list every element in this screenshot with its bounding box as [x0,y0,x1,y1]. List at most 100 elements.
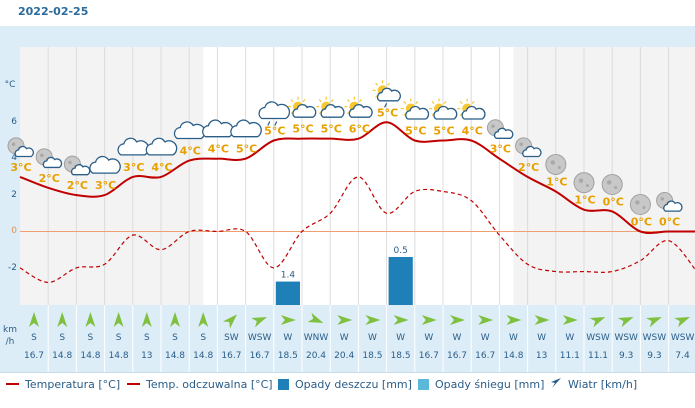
temp-label: 2°C [518,161,539,174]
wind-arrow-shape [307,312,324,324]
wind-speed-label: 14.8 [80,351,100,361]
wind-arrow-icon [307,312,324,324]
wind-speed-label: 16.7 [475,351,495,361]
legend-rain-swatch [278,378,289,390]
wind-speed-label: 13 [536,351,547,361]
wind-arrow-shape [198,312,209,327]
hour-header-band [20,26,695,47]
wind-arrow-icon [198,312,209,327]
temp-label: 1°C [546,175,567,188]
wind-direction-label: WSW [671,333,695,343]
axis-column [0,26,20,372]
wind-unit-bottom: /h [5,337,15,347]
legend-wind: Wiatr [km/h] [550,377,637,391]
temp-label: 4°C [208,143,229,156]
sun-ray [330,99,334,103]
temp-label: 5°C [433,125,454,138]
wind-direction-label: WSW [614,333,638,343]
wind-arrow-shape [589,316,606,328]
temp-label: 0°C [631,216,652,229]
feels-like-line [19,176,695,284]
sun-ray [431,101,435,104]
legend-temp-label: Temperatura [°C] [25,377,121,391]
y-tick: 4 [11,153,17,163]
wind-arrow-shape [534,315,550,325]
wind-arrow-icon [85,312,96,327]
temp-label: 5°C [377,106,398,119]
wind-arrow-shape [365,315,381,325]
wind-direction-label: S [59,333,65,343]
cloud-shape [461,105,486,120]
wind-arrow-shape [337,315,353,325]
temp-label: 5°C [321,123,342,136]
wind-direction-label: S [200,333,206,343]
legend-snow-label: Opady śniegu [mm] [435,377,545,391]
sun-behind-clouds-icon [288,96,317,118]
temp-label: 3°C [123,161,144,174]
rain-cloud-icon [258,101,291,126]
moon-icon [573,172,595,194]
wind-direction-label: W [565,333,574,343]
wind-arrow-shape [57,312,68,327]
wind-direction-label: W [453,333,462,343]
wind-arrow-icon [450,315,465,325]
wind-speed-label: 18.5 [362,351,382,361]
sun-ray [403,101,407,104]
wind-arrow-icon [393,315,409,325]
legend-temp-swatch [6,383,19,385]
cloudy-icon [230,119,262,138]
legend-wind-label: Wiatr [km/h] [568,377,638,391]
cloudy-icon [89,155,121,174]
wind-speed-label: 11.1 [588,351,608,361]
wind-speed-label: 9.3 [619,351,633,361]
moon-crater [614,185,618,189]
wind-speed-label: 16.7 [24,351,44,361]
temp-label: 4°C [462,125,483,138]
wind-arrow-shape [646,316,662,328]
wind-speed-label: 11.1 [560,351,580,361]
wind-arrow-shape [617,316,634,328]
temp-label: 1°C [574,194,595,207]
night-partly-cloudy-icon [515,137,542,158]
cloud-shape [663,200,683,212]
temp-label: 2°C [39,172,60,185]
wind-direction-label: WSW [586,333,610,343]
moon-crater [519,142,523,147]
temp-label: 4°C [151,161,172,174]
sun-ray [415,101,419,104]
temperature-line [19,121,695,234]
legend-rain: Opady deszczu [mm] [278,377,412,391]
wind-direction-label: WSW [248,333,272,343]
night-partly-cloudy-icon [35,148,63,169]
legend-snow-swatch [418,378,429,390]
cloud-shape [522,145,542,158]
wind-arrow-shape [113,312,124,327]
temp-label: 5°C [405,125,426,138]
cloud-shape [320,104,345,118]
cloud-shape [14,145,35,158]
wind-arrow-shape [562,315,578,325]
sun-ray [290,99,294,103]
wind-speed-label: 7.4 [675,351,690,361]
cloud-shape [42,156,63,169]
cloud-shape [376,87,401,102]
sun-behind-clouds-icon [400,98,430,120]
wind-direction-label: W [283,333,292,343]
temp-unit-label: °C [4,80,16,90]
moon-crater [607,180,612,185]
temp-label: 5°C [236,143,257,156]
wind-direction-label: S [172,333,178,343]
wind-direction-label: WNW [304,333,329,343]
wind-arrow-icon [113,312,124,327]
sun-behind-cloud-icon [344,96,373,118]
wind-arrow-icon [141,312,152,327]
wind-arrow-shape [280,315,296,325]
wind-arrow-icon [421,315,437,325]
cloud-shape [145,137,178,156]
legend-rain-label: Opady deszczu [mm] [295,377,412,391]
sun-ray [375,82,379,86]
wind-direction-label: S [144,333,150,343]
moon-disc [629,194,651,215]
